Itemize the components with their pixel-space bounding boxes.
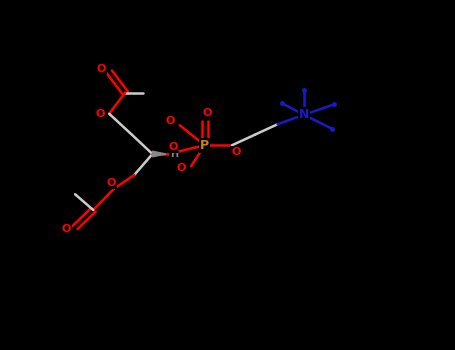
- Text: O: O: [177, 163, 186, 173]
- Text: O: O: [96, 109, 105, 119]
- Text: H: H: [170, 149, 178, 159]
- Text: O: O: [177, 163, 186, 173]
- Text: O: O: [231, 147, 240, 157]
- Text: O: O: [96, 64, 106, 74]
- Text: O: O: [107, 178, 116, 188]
- Text: O: O: [168, 142, 177, 152]
- Text: O: O: [202, 108, 212, 118]
- Text: O: O: [61, 224, 71, 234]
- Text: O: O: [96, 109, 105, 119]
- Text: O: O: [165, 116, 174, 126]
- Text: O: O: [168, 142, 177, 152]
- Text: O: O: [165, 116, 174, 126]
- Text: P: P: [200, 139, 209, 152]
- Text: N: N: [299, 108, 309, 121]
- Text: O: O: [231, 147, 240, 157]
- Text: P: P: [200, 139, 209, 152]
- Polygon shape: [152, 151, 166, 157]
- Text: O: O: [61, 224, 71, 234]
- Text: N: N: [299, 108, 309, 121]
- Text: O: O: [96, 64, 106, 74]
- Text: O: O: [202, 108, 212, 118]
- Text: O: O: [107, 178, 116, 188]
